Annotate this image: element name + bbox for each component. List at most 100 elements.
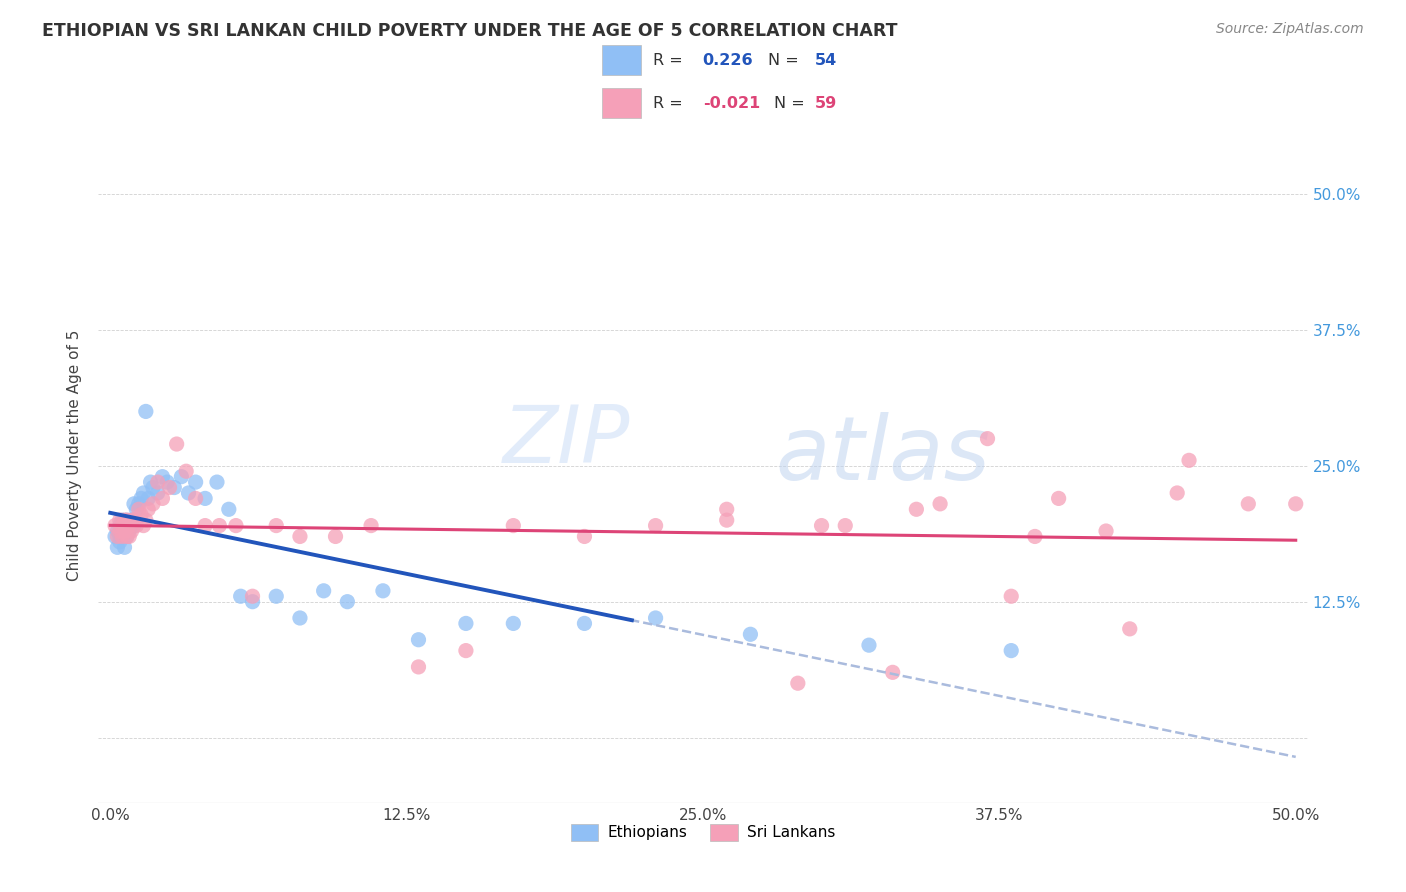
Bar	[602, 45, 641, 75]
Point	[159, 481, 181, 495]
Y-axis label: Child Poverty Under the Age of 5: Child Poverty Under the Age of 5	[67, 329, 83, 581]
Point	[194, 518, 217, 533]
Point	[1178, 453, 1201, 467]
Point	[929, 497, 952, 511]
Point	[115, 529, 138, 543]
Text: Source: ZipAtlas.com: Source: ZipAtlas.com	[1216, 22, 1364, 37]
Point	[166, 437, 188, 451]
Point	[644, 518, 666, 533]
Text: 59: 59	[815, 95, 837, 111]
Point	[454, 643, 477, 657]
Point	[229, 589, 252, 603]
Point	[152, 469, 174, 483]
Point	[502, 518, 524, 533]
Point	[115, 524, 138, 538]
Point	[740, 627, 762, 641]
Point	[1000, 589, 1022, 603]
Point	[976, 432, 998, 446]
Point	[121, 524, 143, 538]
Point	[108, 534, 131, 549]
Point	[1237, 497, 1260, 511]
Point	[716, 513, 738, 527]
Point	[136, 502, 159, 516]
Point	[128, 502, 150, 516]
Point	[1047, 491, 1070, 506]
Point	[115, 513, 138, 527]
Point	[156, 475, 179, 489]
Point	[121, 513, 143, 527]
Point	[111, 529, 134, 543]
Point	[111, 518, 134, 533]
Text: ZIP: ZIP	[503, 402, 630, 480]
Point	[146, 475, 169, 489]
Point	[371, 583, 394, 598]
Text: atlas: atlas	[776, 412, 990, 498]
Point	[325, 529, 347, 543]
Text: 0.226: 0.226	[703, 53, 754, 68]
Point	[288, 611, 311, 625]
Point	[115, 529, 138, 543]
Point	[118, 529, 141, 543]
Text: R =: R =	[652, 95, 688, 111]
Point	[218, 502, 240, 516]
Point	[125, 518, 148, 533]
Point	[1024, 529, 1046, 543]
Point	[122, 518, 145, 533]
Point	[242, 595, 264, 609]
Point	[105, 524, 128, 538]
Point	[184, 491, 207, 506]
Point	[108, 524, 131, 538]
Point	[194, 491, 217, 506]
Point	[834, 518, 856, 533]
Point	[121, 513, 143, 527]
Point	[905, 502, 928, 516]
Point	[1000, 643, 1022, 657]
Point	[104, 518, 127, 533]
Point	[105, 529, 128, 543]
Point	[104, 529, 127, 543]
Point	[108, 518, 131, 533]
Point	[408, 632, 430, 647]
Point	[118, 518, 141, 533]
Point	[114, 524, 136, 538]
Point	[142, 497, 165, 511]
Text: 54: 54	[815, 53, 837, 68]
Point	[105, 541, 128, 555]
Point	[135, 404, 157, 418]
Point	[122, 497, 145, 511]
Point	[1119, 622, 1142, 636]
Point	[136, 491, 159, 506]
Point	[184, 475, 207, 489]
Point	[205, 475, 228, 489]
Point	[858, 638, 880, 652]
Point	[108, 529, 131, 543]
Point	[1166, 486, 1188, 500]
Text: R =: R =	[652, 53, 688, 68]
Point	[336, 595, 359, 609]
Bar	[602, 88, 641, 118]
Point	[170, 469, 193, 483]
Point	[122, 513, 145, 527]
Point	[114, 541, 136, 555]
Point	[142, 481, 165, 495]
Text: -0.021: -0.021	[703, 95, 761, 111]
Point	[146, 486, 169, 500]
Point	[135, 513, 157, 527]
Point	[129, 491, 152, 506]
Point	[108, 513, 131, 527]
Point	[114, 529, 136, 543]
Point	[716, 502, 738, 516]
Point	[208, 518, 231, 533]
Point	[264, 589, 287, 603]
Point	[288, 529, 311, 543]
Point	[152, 491, 174, 506]
Point	[408, 660, 430, 674]
Point	[129, 508, 152, 522]
Point	[118, 524, 141, 538]
Text: N =: N =	[773, 95, 804, 111]
Point	[139, 475, 162, 489]
Point	[1095, 524, 1118, 538]
Point	[111, 524, 134, 538]
Point	[163, 481, 186, 495]
Legend: Ethiopians, Sri Lankans: Ethiopians, Sri Lankans	[565, 817, 841, 847]
